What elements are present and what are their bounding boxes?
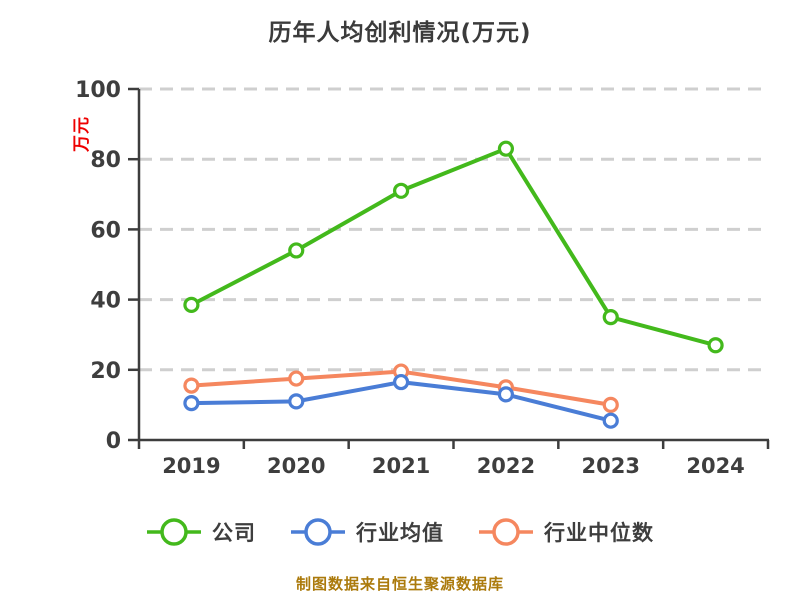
y-tick-label: 20 — [90, 359, 121, 384]
x-tick-label: 2021 — [372, 454, 430, 478]
y-tick-label: 80 — [90, 148, 121, 173]
data-point-marker — [497, 386, 515, 403]
x-tick-label: 2019 — [162, 454, 220, 478]
data-point-marker — [602, 309, 619, 326]
legend-item-industry-mean: 行业均值 — [290, 517, 444, 547]
data-point-marker — [707, 337, 724, 354]
data-point-marker — [602, 412, 619, 429]
legend-label-industry-median: 行业中位数 — [544, 521, 654, 545]
y-tick-label: 100 — [75, 78, 121, 103]
data-point-marker — [183, 296, 200, 313]
x-tick-label: 2022 — [477, 454, 535, 478]
line-circle-marker-icon — [291, 518, 345, 546]
y-tick-label: 0 — [106, 429, 121, 454]
legend: 公司 行业均值 行业中位数 — [0, 517, 800, 547]
line-circle-marker-icon — [479, 518, 533, 546]
x-tick-label: 2020 — [267, 454, 325, 478]
x-tick-label: 2023 — [582, 454, 640, 478]
line-circle-marker-icon — [147, 518, 201, 546]
series-line-0 — [189, 146, 718, 348]
data-point-marker — [497, 140, 515, 157]
footer-source-note: 制图数据来自恒生聚源数据库 — [295, 575, 504, 593]
legend-item-industry-median: 行业中位数 — [478, 517, 654, 547]
legend-label-industry-mean: 行业均值 — [356, 521, 444, 545]
y-tick-label: 40 — [90, 289, 121, 314]
data-point-marker — [288, 393, 305, 410]
x-tick-label: 2024 — [686, 454, 744, 478]
y-tick-label: 60 — [90, 218, 121, 243]
data-point-marker — [288, 242, 305, 259]
data-point-marker — [288, 370, 305, 387]
data-point-marker — [183, 377, 200, 394]
data-point-marker — [602, 396, 619, 413]
legend-label-company: 公司 — [212, 521, 256, 545]
data-point-marker — [183, 395, 200, 412]
data-point-marker — [392, 373, 410, 391]
chart-title: 历年人均创利情况(万元) — [268, 20, 532, 46]
legend-item-company: 公司 — [146, 517, 256, 547]
data-point-marker — [392, 182, 410, 199]
